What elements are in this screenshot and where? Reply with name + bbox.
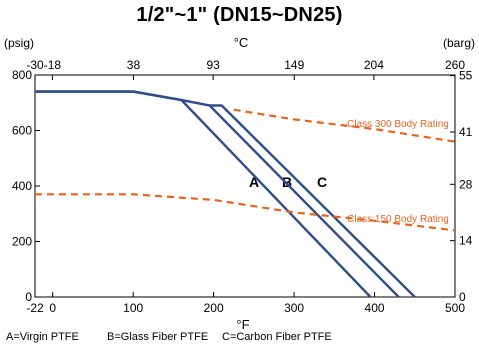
bottom-axis-tick-label: 200 <box>204 301 224 315</box>
chart-title: 1/2"~1" (DN15~DN25) <box>136 4 343 26</box>
top-axis-tick-label: -30 <box>26 58 44 72</box>
left-axis-label: (psig) <box>4 36 34 50</box>
curve-label-a: A <box>249 174 259 190</box>
class-300-label: Class 300 Body Rating <box>347 119 449 130</box>
top-axis-tick-label: -18 <box>44 58 62 72</box>
curve-label-c: C <box>317 174 327 190</box>
left-axis-tick-label: 800 <box>12 68 32 82</box>
legend-b: B=Glass Fiber PTFE <box>107 331 209 343</box>
bottom-axis-label: °F <box>236 317 249 332</box>
class-150-label: Class 150 Body Rating <box>347 214 449 225</box>
bottom-axis-tick-label: 300 <box>284 301 304 315</box>
left-axis-tick-label: 600 <box>12 124 32 138</box>
right-axis-tick-label: 14 <box>459 234 473 248</box>
series-line-c <box>35 90 416 298</box>
legend-c: C=Carbon Fiber PTFE <box>222 331 332 343</box>
bottom-axis-tick-label: 100 <box>123 301 143 315</box>
top-axis-tick-label: 204 <box>364 58 384 72</box>
right-axis-tick-label: 28 <box>459 177 473 191</box>
top-axis-tick-label: 93 <box>206 58 220 72</box>
bottom-axis-tick-label: 400 <box>365 301 385 315</box>
bottom-axis-tick-label: 0 <box>49 301 56 315</box>
left-axis-tick-label: 200 <box>12 235 32 249</box>
series-line-class-150-body-rating <box>35 193 456 232</box>
left-axis-tick-label: 400 <box>12 179 32 193</box>
series-line-class-300-body-rating <box>233 108 456 143</box>
top-axis-tick-label: 149 <box>284 58 304 72</box>
top-axis-label: °C <box>234 35 249 50</box>
left-axis-tick-label: 0 <box>25 290 32 304</box>
bottom-axis-tick-label: -22 <box>26 301 44 315</box>
bottom-axis-tick-label: 500 <box>445 301 465 315</box>
right-axis-tick-label: 41 <box>459 125 473 139</box>
right-axis-tick-label: 55 <box>459 69 473 83</box>
plot-frame <box>34 74 456 298</box>
legend-a: A=Virgin PTFE <box>6 331 79 343</box>
right-axis-tick-label: 0 <box>459 290 466 304</box>
top-axis-tick-label: 38 <box>127 58 141 72</box>
curve-label-b: B <box>282 174 292 190</box>
right-axis-label: (barg) <box>443 36 475 50</box>
top-axis-tick-label: 260 <box>445 58 465 72</box>
